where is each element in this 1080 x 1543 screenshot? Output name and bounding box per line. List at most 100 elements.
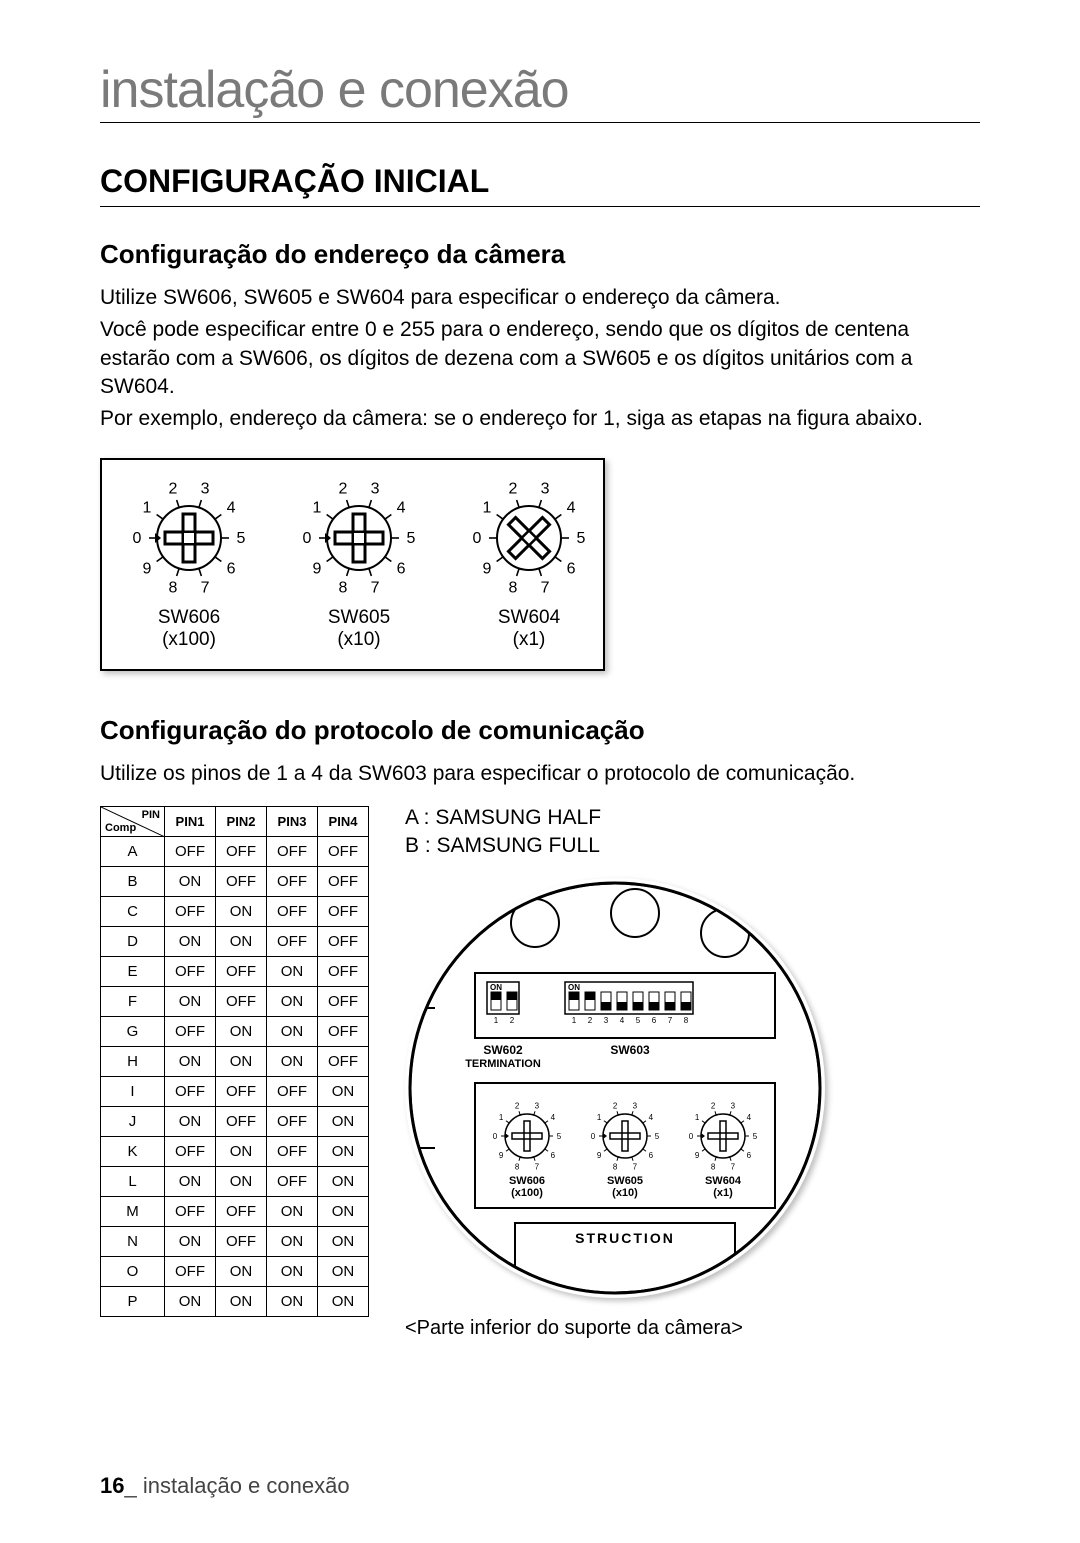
pin-cell: ON bbox=[267, 1227, 318, 1257]
pin-cell: OFF bbox=[216, 837, 267, 867]
svg-text:4: 4 bbox=[747, 1113, 752, 1122]
pin-cell: ON bbox=[216, 897, 267, 927]
svg-text:4: 4 bbox=[551, 1113, 556, 1122]
svg-text:7: 7 bbox=[535, 1162, 540, 1171]
pin-cell: OFF bbox=[216, 957, 267, 987]
pin-cell: OFF bbox=[165, 837, 216, 867]
svg-text:ON: ON bbox=[568, 983, 580, 992]
svg-text:(x1): (x1) bbox=[713, 1187, 733, 1199]
dial-sublabel: (x100) bbox=[124, 629, 254, 651]
board-diagram: ON12ON12345678SW602TERMINATIONSW603 0123… bbox=[405, 878, 825, 1298]
row-label: G bbox=[101, 1017, 165, 1047]
pin-cell: OFF bbox=[216, 1107, 267, 1137]
svg-text:0: 0 bbox=[473, 530, 482, 547]
svg-text:2: 2 bbox=[588, 1016, 593, 1025]
right-column: A : SAMSUNG HALF B : SAMSUNG FULL ON12ON… bbox=[405, 806, 980, 1340]
dial-sw605: 0123456789 SW605(x10) bbox=[294, 478, 424, 651]
dial-label: SW606 bbox=[124, 607, 254, 629]
table-row: OOFFONONON bbox=[101, 1257, 369, 1287]
pin-cell: ON bbox=[318, 1227, 369, 1257]
table-row: MOFFOFFONON bbox=[101, 1197, 369, 1227]
svg-text:6: 6 bbox=[652, 1016, 657, 1025]
rotary-dial-icon: 0123456789 bbox=[464, 478, 594, 603]
svg-text:5: 5 bbox=[237, 530, 246, 547]
svg-text:5: 5 bbox=[636, 1016, 641, 1025]
svg-text:1: 1 bbox=[695, 1113, 700, 1122]
svg-text:1: 1 bbox=[499, 1113, 504, 1122]
pin-table-header: PIN4 bbox=[318, 807, 369, 837]
pin-cell: ON bbox=[318, 1107, 369, 1137]
row-label: C bbox=[101, 897, 165, 927]
svg-text:4: 4 bbox=[567, 499, 576, 516]
svg-text:8: 8 bbox=[508, 579, 517, 596]
table-row: FONOFFONOFF bbox=[101, 987, 369, 1017]
legend-a: A : SAMSUNG HALF bbox=[405, 806, 980, 830]
svg-text:0: 0 bbox=[591, 1132, 596, 1141]
pin-cell: OFF bbox=[267, 1137, 318, 1167]
pin-cell: OFF bbox=[165, 1017, 216, 1047]
svg-text:2: 2 bbox=[508, 480, 517, 497]
section2-title: Configuração do protocolo de comunicação bbox=[100, 715, 980, 746]
pin-table-header: PIN3 bbox=[267, 807, 318, 837]
pin-cell: OFF bbox=[165, 957, 216, 987]
svg-text:5: 5 bbox=[655, 1132, 660, 1141]
pin-cell: ON bbox=[216, 1287, 267, 1317]
footer-text: instalação e conexão bbox=[143, 1473, 350, 1498]
pin-cell: OFF bbox=[318, 927, 369, 957]
row-label: E bbox=[101, 957, 165, 987]
svg-text:6: 6 bbox=[551, 1151, 556, 1160]
pin-cell: ON bbox=[267, 1047, 318, 1077]
dial-sublabel: (x10) bbox=[294, 629, 424, 651]
svg-text:(x10): (x10) bbox=[612, 1187, 638, 1199]
svg-text:1: 1 bbox=[142, 499, 151, 516]
footer-sep: _ bbox=[124, 1473, 136, 1498]
svg-text:6: 6 bbox=[747, 1151, 752, 1160]
svg-text:(x100): (x100) bbox=[511, 1187, 543, 1199]
pin-table-header: PIN1 bbox=[165, 807, 216, 837]
pin-cell: OFF bbox=[216, 1227, 267, 1257]
row-label: M bbox=[101, 1197, 165, 1227]
svg-text:3: 3 bbox=[604, 1016, 609, 1025]
svg-text:8: 8 bbox=[515, 1162, 520, 1171]
svg-text:3: 3 bbox=[541, 480, 550, 497]
section1-p3: Por exemplo, endereço da câmera: se o en… bbox=[100, 405, 980, 433]
pin-cell: ON bbox=[216, 1137, 267, 1167]
svg-text:2: 2 bbox=[711, 1102, 716, 1111]
pin-table-header: PIN2 bbox=[216, 807, 267, 837]
rotary-dial-icon: 0123456789 bbox=[124, 478, 254, 603]
row-label: H bbox=[101, 1047, 165, 1077]
svg-text:2: 2 bbox=[515, 1102, 520, 1111]
pin-cell: OFF bbox=[165, 1197, 216, 1227]
pin-cell: OFF bbox=[267, 897, 318, 927]
svg-text:8: 8 bbox=[711, 1162, 716, 1171]
pin-cell: OFF bbox=[267, 1077, 318, 1107]
legend-b: B : SAMSUNG FULL bbox=[405, 834, 980, 858]
svg-text:1: 1 bbox=[572, 1016, 577, 1025]
pin-cell: ON bbox=[216, 927, 267, 957]
dial-sublabel: (x1) bbox=[464, 629, 594, 651]
pin-cell: OFF bbox=[267, 1107, 318, 1137]
svg-text:5: 5 bbox=[753, 1132, 758, 1141]
svg-text:4: 4 bbox=[620, 1016, 625, 1025]
svg-text:4: 4 bbox=[227, 499, 236, 516]
pin-cell: ON bbox=[216, 1017, 267, 1047]
pin-cell: OFF bbox=[318, 987, 369, 1017]
svg-text:5: 5 bbox=[407, 530, 416, 547]
pin-cell: OFF bbox=[165, 1257, 216, 1287]
table-row: JONOFFOFFON bbox=[101, 1107, 369, 1137]
table-row: EOFFOFFONOFF bbox=[101, 957, 369, 987]
rotary-dial-icon: 0123456789 bbox=[294, 478, 424, 603]
dial-box: 0123456789 SW606(x100) 0123456789 SW605(… bbox=[100, 458, 605, 671]
pin-cell: ON bbox=[165, 867, 216, 897]
pin-cell: OFF bbox=[216, 1197, 267, 1227]
svg-text:TERMINATION: TERMINATION bbox=[465, 1058, 541, 1070]
row-label: A bbox=[101, 837, 165, 867]
dial-sw606: 0123456789 SW606(x100) bbox=[124, 478, 254, 651]
svg-text:7: 7 bbox=[668, 1016, 673, 1025]
pin-cell: OFF bbox=[318, 957, 369, 987]
row-label: J bbox=[101, 1107, 165, 1137]
svg-text:5: 5 bbox=[557, 1132, 562, 1141]
pin-cell: OFF bbox=[318, 867, 369, 897]
svg-text:SW602: SW602 bbox=[483, 1043, 523, 1057]
svg-text:SW606: SW606 bbox=[509, 1175, 545, 1187]
